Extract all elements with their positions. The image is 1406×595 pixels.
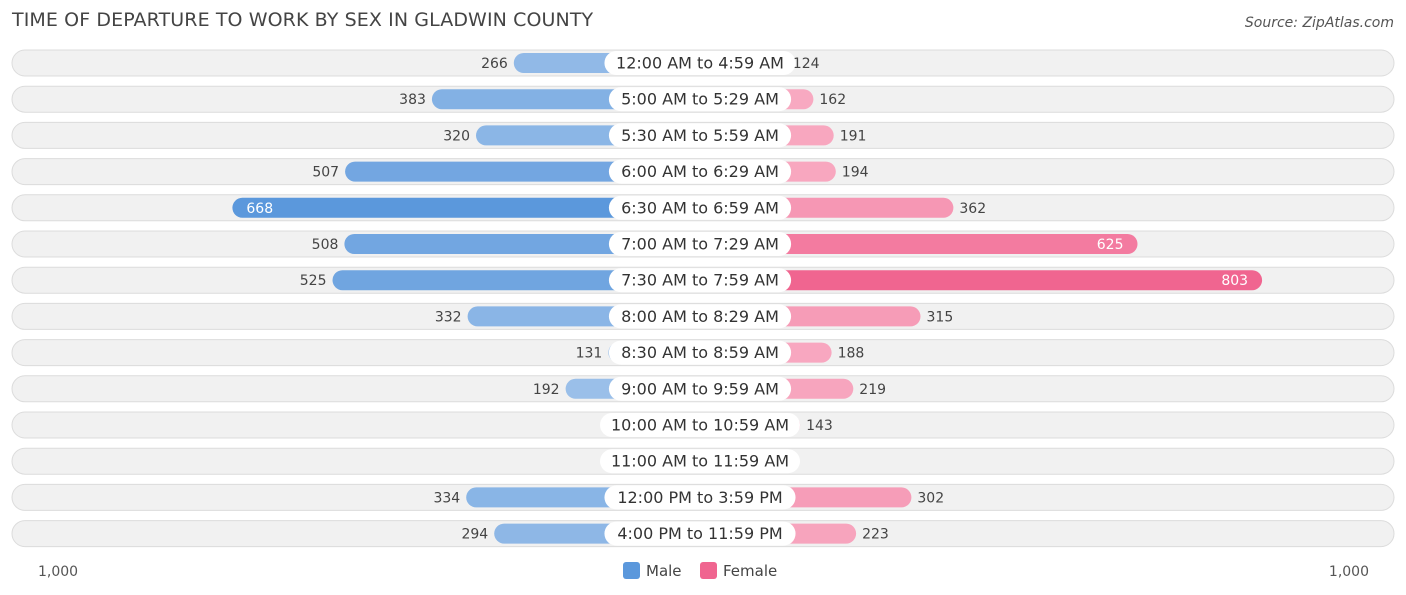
male-value-label: 507 bbox=[312, 165, 339, 181]
male-value-label: 508 bbox=[312, 237, 339, 253]
male-value-label: 294 bbox=[461, 527, 488, 543]
male-value-label: 320 bbox=[443, 128, 470, 144]
male-value-label: 525 bbox=[300, 273, 327, 289]
category-label-background bbox=[600, 449, 800, 474]
chart-row: 332 315 8:00 AM to 8:29 AM bbox=[11, 302, 1395, 330]
chart-row: 383 162 5:00 AM to 5:29 AM bbox=[11, 85, 1395, 113]
axis-label-left: 1,000 bbox=[38, 564, 78, 580]
legend-label-male: Male bbox=[646, 562, 682, 580]
category-label: 10:00 AM to 10:59 AM bbox=[611, 416, 789, 435]
category-label: 9:00 AM to 9:59 AM bbox=[621, 379, 779, 398]
chart-row: 192 219 9:00 AM to 9:59 AM bbox=[11, 375, 1395, 403]
axis-label-right: 1,000 bbox=[1329, 564, 1369, 580]
male-value-label: 192 bbox=[533, 382, 560, 398]
legend: Male Female bbox=[623, 562, 777, 580]
male-value-label: 332 bbox=[435, 309, 462, 325]
female-value-label: 362 bbox=[959, 201, 986, 217]
female-value-label: 143 bbox=[806, 418, 833, 434]
male-value-label: 266 bbox=[481, 56, 508, 72]
category-label-background bbox=[608, 376, 792, 401]
category-label: 8:00 AM to 8:29 AM bbox=[621, 307, 779, 326]
category-label-background bbox=[604, 521, 796, 546]
category-label: 5:00 AM to 5:29 AM bbox=[621, 90, 779, 109]
category-label-background bbox=[600, 413, 800, 437]
category-label: 7:00 AM to 7:29 AM bbox=[621, 235, 779, 254]
female-value-label: 219 bbox=[859, 382, 886, 398]
legend-swatch-male bbox=[623, 562, 640, 579]
chart-row: 131 188 8:30 AM to 8:59 AM bbox=[11, 339, 1395, 367]
category-label-background bbox=[608, 232, 792, 256]
chart-row: 525 803 7:30 AM to 7:59 AM bbox=[11, 266, 1395, 294]
chart-row: 507 194 6:00 AM to 6:29 AM bbox=[11, 158, 1395, 186]
female-value-label: 162 bbox=[819, 92, 846, 108]
female-bar bbox=[700, 270, 1263, 291]
category-label: 12:00 AM to 4:59 AM bbox=[616, 54, 784, 73]
category-label-background bbox=[608, 195, 792, 220]
chart-title: TIME OF DEPARTURE TO WORK BY SEX IN GLAD… bbox=[12, 9, 594, 31]
female-value-label: 223 bbox=[862, 527, 889, 543]
female-value-label: 803 bbox=[1221, 273, 1248, 289]
male-bar bbox=[232, 197, 700, 218]
male-value-label: 334 bbox=[433, 490, 460, 506]
category-label: 6:00 AM to 6:29 AM bbox=[621, 162, 779, 181]
category-label: 5:30 AM to 5:59 AM bbox=[621, 126, 779, 145]
category-label-background bbox=[608, 87, 792, 112]
source-note: Source: ZipAtlas.com bbox=[1244, 15, 1394, 31]
chart-row: 320 191 5:30 AM to 5:59 AM bbox=[11, 121, 1395, 149]
legend-label-female: Female bbox=[723, 562, 777, 580]
male-bar bbox=[332, 270, 700, 291]
category-label-background bbox=[608, 268, 792, 293]
female-value-label: 191 bbox=[840, 128, 867, 144]
male-value-label: 131 bbox=[576, 346, 603, 362]
female-value-label: 188 bbox=[838, 346, 865, 362]
female-value-label: 124 bbox=[793, 56, 820, 72]
category-label: 4:00 PM to 11:59 PM bbox=[617, 524, 782, 543]
female-bar bbox=[700, 234, 1138, 254]
category-label: 11:00 AM to 11:59 AM bbox=[611, 452, 789, 471]
category-label-background bbox=[604, 485, 796, 510]
category-label: 12:00 PM to 3:59 PM bbox=[617, 488, 782, 507]
chart-row: 508 625 7:00 AM to 7:29 AM bbox=[11, 230, 1395, 258]
category-label-background bbox=[608, 340, 792, 365]
chart-row: 668 362 6:30 AM to 6:59 AM bbox=[11, 194, 1395, 222]
category-label: 6:30 AM to 6:59 AM bbox=[621, 198, 779, 217]
category-label-background bbox=[604, 51, 796, 75]
female-value-label: 625 bbox=[1097, 237, 1124, 253]
category-label: 7:30 AM to 7:59 AM bbox=[621, 271, 779, 290]
female-value-label: 315 bbox=[927, 309, 954, 325]
chart-row: 486311:00 AM to 11:59 AM bbox=[11, 447, 1395, 475]
chart-row: 334 302 12:00 PM to 3:59 PM bbox=[11, 483, 1395, 511]
category-label-background bbox=[608, 159, 792, 184]
female-value-label: 194 bbox=[842, 165, 869, 181]
legend-swatch-female bbox=[700, 562, 717, 579]
male-value-label: 383 bbox=[399, 92, 426, 108]
category-label: 8:30 AM to 8:59 AM bbox=[621, 343, 779, 362]
chart-row: 4614310:00 AM to 10:59 AM bbox=[11, 411, 1395, 439]
category-label-background bbox=[608, 304, 792, 329]
chart-row: 266 124 12:00 AM to 4:59 AM bbox=[11, 49, 1395, 77]
female-value-label: 302 bbox=[917, 490, 944, 506]
category-label-background bbox=[608, 123, 792, 148]
male-value-label: 668 bbox=[246, 201, 273, 217]
chart-row: 294 223 4:00 PM to 11:59 PM bbox=[11, 520, 1395, 548]
